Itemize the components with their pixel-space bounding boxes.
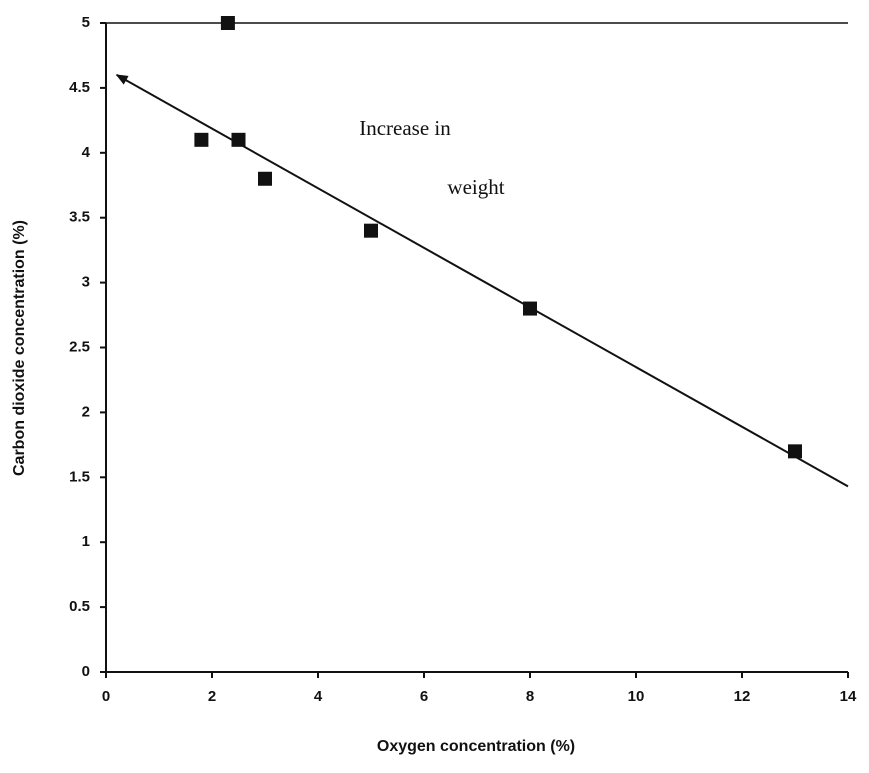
data-point [364, 223, 378, 238]
y-tick-label: 0.5 [69, 598, 90, 615]
y-tick-label: 1 [82, 533, 90, 550]
trend-line [115, 74, 849, 488]
x-tick-label: 12 [734, 688, 751, 705]
y-tick-label: 2 [82, 403, 90, 420]
x-tick-label: 4 [314, 688, 323, 705]
data-point [194, 132, 209, 147]
y-tick-label: 3 [82, 274, 90, 291]
data-point [523, 301, 537, 316]
y-tick-label: 4.5 [69, 79, 90, 96]
x-tick-label: 0 [102, 688, 110, 705]
x-tick-label: 10 [628, 688, 645, 705]
data-point [220, 16, 235, 30]
x-axis-title: Oxygen concentration (%) [377, 738, 575, 755]
y-tick-label: 2.5 [69, 338, 90, 355]
y-axis-title: Carbon dioxide concentration (%) [11, 220, 28, 476]
annotation: Increase in [359, 116, 451, 140]
y-tick-label: 3.5 [69, 209, 90, 226]
x-tick-label: 8 [526, 688, 534, 705]
data-point [231, 132, 246, 147]
y-tick-label: 4 [82, 144, 91, 161]
y-tick-label: 1.5 [69, 468, 90, 485]
annotation: weight [447, 175, 504, 199]
data-point [258, 171, 272, 186]
x-tick-label: 2 [208, 688, 216, 705]
x-tick-label: 14 [840, 688, 857, 705]
y-tick-label: 5 [82, 14, 90, 31]
x-tick-label: 6 [420, 688, 428, 705]
data-point [788, 444, 802, 459]
y-tick-label: 0 [82, 663, 90, 680]
